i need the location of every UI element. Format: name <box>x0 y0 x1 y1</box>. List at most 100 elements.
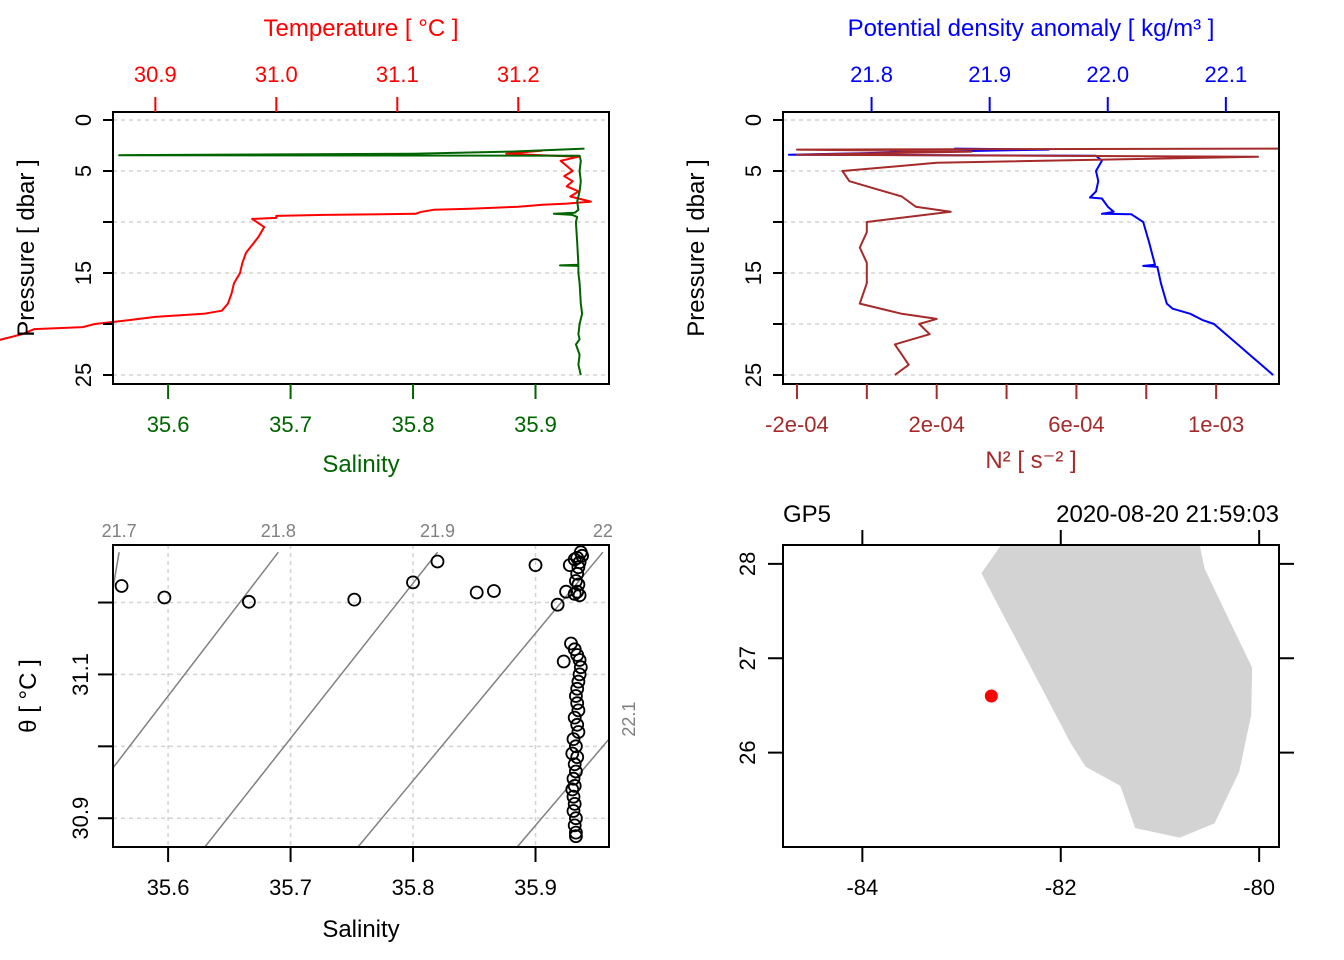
data-point <box>567 587 582 601</box>
top-axis-title-text: Potential density anomaly [ kg/m³ ] <box>848 15 1215 42</box>
bottom-tick-label: 1e-03 <box>1188 412 1244 437</box>
y-tick-label: 26 <box>735 740 760 764</box>
data-point <box>566 732 581 746</box>
x-tick-label: 35.9 <box>514 875 557 900</box>
data-point <box>569 689 583 703</box>
grid <box>783 119 1279 376</box>
y-tick-label: 30.9 <box>68 797 93 840</box>
isopycnal-label: 21.9 <box>420 521 455 541</box>
y-tick-label: 27 <box>735 646 760 670</box>
isopycnal-line <box>516 738 609 847</box>
timestamp-label: 2020-08-20 21:59:03 <box>1056 501 1279 528</box>
series-layer <box>0 147 592 376</box>
data-point <box>114 579 129 593</box>
plot-frame <box>782 111 1280 385</box>
plot-frame <box>112 544 610 848</box>
data-point <box>571 703 586 718</box>
isopycnal-label: 21.8 <box>261 521 296 541</box>
data-point <box>550 597 565 612</box>
data-point <box>347 592 362 607</box>
data-point <box>567 797 582 811</box>
bottom-tick-label: 35.7 <box>269 412 312 437</box>
data-point <box>570 566 585 581</box>
x-tick-label: 35.7 <box>269 875 312 900</box>
data-point <box>570 717 585 732</box>
bottom-tick-label: 35.8 <box>392 412 435 437</box>
data-point <box>572 653 587 667</box>
panel-density-n2-profile: 0 5 15 25 21.8 21.9 22.0 22.1 -2e-04 2e-04 6e-04 1e… <box>683 15 1280 474</box>
data-point <box>566 789 581 804</box>
data-point <box>570 696 585 711</box>
bottom-axis-title: Salinity <box>322 451 399 478</box>
data-point <box>565 782 580 797</box>
station-layer <box>984 689 998 703</box>
data-point <box>573 660 588 675</box>
data-point <box>571 674 586 689</box>
y-tick-label: 0 <box>741 114 766 126</box>
y-tick-label: 25 <box>71 363 96 387</box>
axis-ticks: -84 -82 -80 26 27 28 <box>735 530 1294 900</box>
data-point <box>528 558 543 572</box>
series-line-salinity <box>118 147 585 376</box>
top-tick-label: 22.0 <box>1086 62 1129 87</box>
top-tick-label: 31.1 <box>376 62 419 87</box>
bottom-tick-label: 6e-04 <box>1048 412 1104 437</box>
axis-ticks: 0 5 15 25 21.8 21.9 22.0 22.1 -2e-04 2e-04 6e-04 1e… <box>741 62 1247 437</box>
y-tick-label: 15 <box>71 261 96 285</box>
data-point <box>157 590 172 605</box>
top-tick-label: 31.0 <box>255 62 298 87</box>
land-polygon <box>981 545 1253 838</box>
data-point <box>570 584 585 599</box>
series-line-potential-density-anomaly <box>787 147 1274 376</box>
data-point <box>241 594 256 609</box>
bottom-axis-title: N² [ s⁻² ] <box>985 447 1076 474</box>
isopycnal-line <box>113 552 120 589</box>
series-layer <box>787 147 1280 376</box>
bottom-tick-label: -2e-04 <box>765 412 829 437</box>
data-point <box>406 575 420 590</box>
bottom-tick-label: 2e-04 <box>909 412 965 437</box>
y-tick-label: 31.1 <box>68 653 93 696</box>
station-marker <box>984 689 998 703</box>
grid <box>113 119 609 376</box>
data-point <box>569 825 583 840</box>
top-tick-label: 30.9 <box>134 62 177 87</box>
data-point <box>430 554 445 569</box>
top-tick-label: 31.2 <box>497 62 540 87</box>
x-axis-title: Salinity <box>322 916 399 943</box>
y-tick-label: 5 <box>741 165 766 177</box>
x-tick-label: -82 <box>1045 875 1077 900</box>
y-tick-label: 25 <box>741 363 766 387</box>
data-point <box>569 811 583 826</box>
isopycnal-label: 22.1 <box>619 702 639 737</box>
data-point <box>486 584 501 598</box>
isopycnal-label: 21.7 <box>102 521 137 541</box>
land-layer <box>981 545 1253 838</box>
panel-ts-profile: 0 5 15 25 30.9 31.0 31.1 31.2 35.6 35.7 35.8 35.9 T… <box>0 15 610 478</box>
data-point <box>469 585 484 600</box>
data-point <box>570 681 585 696</box>
data-point <box>567 818 582 833</box>
axis-ticks: 0 5 15 25 30.9 31.0 31.1 31.2 35.6 35.7 35.8 35.9 <box>71 62 557 437</box>
data-point <box>569 764 583 779</box>
panel-ts-diagram: 35.6 35.7 35.8 35.9 30.9 31.1 21.7 21.8 21.9 22 22… <box>15 521 639 943</box>
x-tick-label: 35.6 <box>147 875 190 900</box>
data-point <box>571 725 586 739</box>
data-point <box>569 829 583 844</box>
data-point <box>566 771 581 786</box>
data-point <box>571 577 586 592</box>
y-axis-title: θ [ °C ] <box>15 659 42 733</box>
data-point <box>569 739 583 754</box>
axis-ticks: 35.6 35.7 35.8 35.9 30.9 31.1 21.7 21.8 21.9 22 22… <box>68 521 639 900</box>
top-axis-title: Potential density anomaly [ kg/m³ ] <box>848 15 1215 42</box>
y-tick-label: 15 <box>741 261 766 285</box>
isopycnal-line <box>204 551 439 847</box>
points-layer <box>114 545 589 844</box>
panel-station-map: -84 -82 -80 26 27 28 GP5 2020-08-20 21:59:03 <box>735 501 1294 900</box>
y-axis-title: Pressure [ dbar ] <box>13 159 40 336</box>
y-tick-label: 0 <box>71 114 96 126</box>
data-point <box>567 779 582 793</box>
data-point <box>567 757 582 772</box>
bottom-tick-label: 35.6 <box>147 412 190 437</box>
y-axis-title: Pressure [ dbar ] <box>683 159 710 336</box>
